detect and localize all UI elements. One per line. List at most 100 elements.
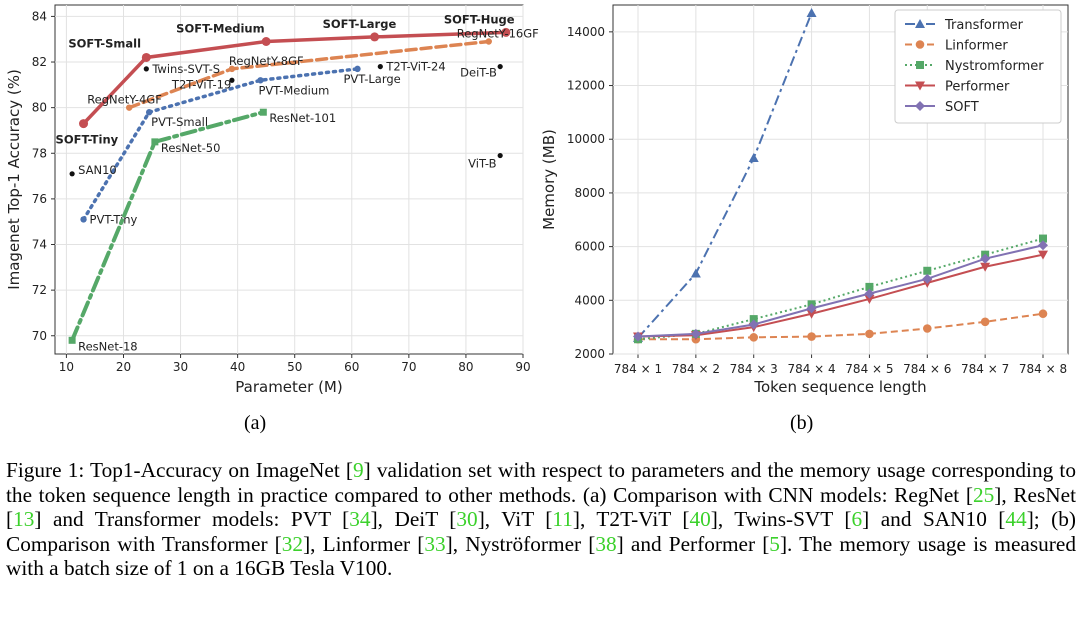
y-tick-label: 80: [32, 101, 47, 115]
citation-ref: 30: [456, 507, 478, 532]
citation-ref: 11: [552, 507, 573, 532]
data-point: [497, 63, 503, 70]
chart-a: 10 20 30 40 50 60 70 80 90 70 72 74 76 78 80 82 84 Parame…: [5, 4, 539, 396]
x-tick-label: 784 × 5: [845, 362, 893, 376]
citation-ref: 44: [1005, 507, 1027, 532]
data-point: [151, 138, 159, 146]
caption-text: Figure 1: Top1-Accuracy on ImageNet: [6, 458, 346, 482]
data-label: SOFT-Huge: [444, 12, 515, 26]
data-label: SAN10: [78, 163, 117, 177]
legend-label: Transformer: [944, 18, 1024, 33]
x-tick-label: 784 × 8: [1019, 362, 1067, 376]
caption-text: [: [345, 458, 353, 482]
data-point: [259, 108, 267, 116]
data-point: [69, 171, 75, 177]
x-axis-label: Token sequence length: [753, 378, 926, 396]
data-point: [1038, 240, 1048, 251]
data-label: PVT-Large: [343, 72, 400, 86]
data-point: [501, 27, 511, 37]
citation-ref: 9: [352, 458, 364, 482]
x-tick-label: 784 × 1: [614, 362, 662, 376]
x-tick-label: 60: [344, 360, 359, 374]
data-point: [1039, 234, 1047, 243]
citation-ref: 5: [769, 531, 780, 556]
citation-ref: 33: [424, 531, 446, 556]
caption-text: ]. The memory usage is measured with a b…: [6, 531, 1077, 581]
data-point: [377, 63, 383, 70]
data-point: [143, 66, 149, 72]
x-tick-label: 784 × 6: [903, 362, 951, 376]
data-label: ResNet-18: [78, 339, 138, 353]
data-label: SOFT-Small: [68, 36, 141, 50]
data-label: SOFT-Medium: [176, 21, 264, 35]
caption-text: ] validation set with respect to paramet…: [6, 458, 1076, 507]
data-label: RegNetY-4GF: [87, 93, 162, 107]
citation-ref: 32: [281, 531, 304, 556]
legend-marker: [916, 61, 924, 69]
data-point: [1038, 250, 1048, 260]
data-point: [864, 288, 875, 299]
citation-ref: 38: [595, 531, 617, 556]
x-tick-label: 30: [173, 360, 188, 374]
data-label: PVT-Small: [151, 115, 208, 129]
data-point: [125, 104, 133, 111]
data-point: [633, 331, 643, 342]
data-point: [497, 152, 503, 159]
caption-text: ] and Performer [: [616, 531, 770, 556]
legend-marker: [915, 81, 925, 91]
x-tick-label: 20: [116, 360, 131, 374]
x-axis-label: Parameter (M): [235, 378, 342, 396]
citation-ref: 13: [13, 507, 35, 532]
data-point: [68, 336, 76, 344]
series-line-performer: [637, 253, 1044, 338]
data-point: [354, 65, 361, 73]
y-tick-label: 70: [32, 329, 47, 343]
legend-marker: [915, 40, 925, 49]
data-point: [865, 282, 874, 291]
data-point: [749, 333, 759, 342]
data-point: [980, 317, 990, 327]
caption-text: ], ResNet [: [6, 482, 1076, 532]
data-point: [806, 303, 817, 314]
citation-ref: 34: [349, 507, 371, 532]
data-label: ResNet-101: [269, 111, 336, 125]
legend-marker: [915, 101, 925, 111]
data-point: [485, 38, 492, 45]
data-point: [229, 77, 235, 83]
data-point: [1038, 309, 1048, 319]
data-label: T2T-ViT-19: [171, 77, 231, 91]
series-line-soft: [637, 244, 1044, 338]
y-axis-label: Imagenet Top-1 Accuracy (%): [5, 69, 23, 290]
data-point: [690, 268, 701, 278]
data-point: [980, 262, 991, 272]
data-point: [228, 65, 236, 73]
citation-ref: 40: [689, 507, 711, 532]
data-label: PVT-Tiny: [90, 212, 138, 226]
y-tick-label: 14000: [567, 25, 605, 39]
y-tick-label: 12000: [567, 79, 605, 93]
data-point: [257, 77, 264, 84]
y-tick-label: 82: [32, 55, 47, 69]
data-point: [141, 52, 151, 62]
x-tick-label: 784 × 4: [787, 362, 835, 376]
y-tick-label: 2000: [574, 347, 605, 361]
data-point: [864, 294, 875, 304]
y-tick-label: 74: [32, 238, 47, 252]
panel-label-a: (a): [244, 412, 267, 434]
y-tick-label: 10000: [567, 132, 605, 146]
caption-text: ], T2T-ViT [: [572, 507, 690, 532]
caption-text: ], ViT [: [477, 507, 553, 532]
legend-label: SOFT: [945, 100, 979, 115]
data-point: [806, 309, 817, 319]
data-label: DeiT-B: [460, 66, 497, 80]
x-tick-label: 784 × 2: [672, 362, 720, 376]
y-tick-label: 78: [32, 146, 47, 160]
x-tick-label: 784 × 3: [730, 362, 778, 376]
caption-text: ], Linformer [: [303, 531, 425, 556]
x-tick-label: 10: [59, 360, 74, 374]
citation-ref: 25: [972, 482, 995, 507]
series-line-transformer: [637, 12, 813, 339]
data-label: RegNetY-8GF: [229, 54, 304, 68]
data-point: [980, 253, 991, 264]
data-point: [922, 324, 932, 333]
